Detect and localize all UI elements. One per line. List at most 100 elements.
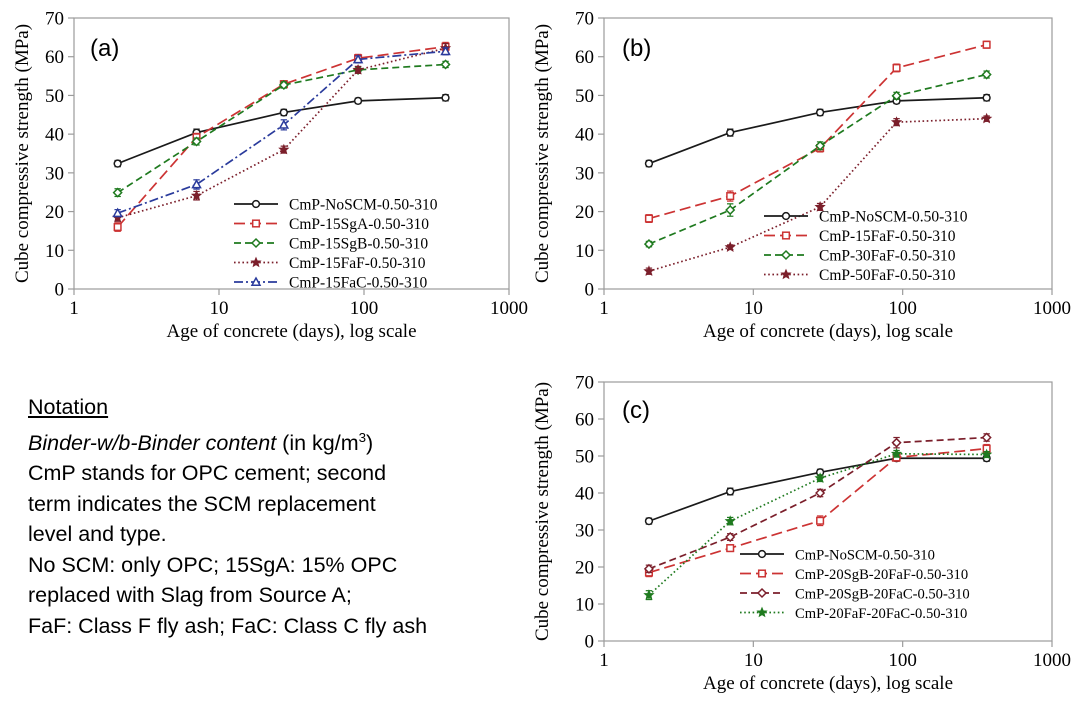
y-tick-label: 50: [575, 447, 594, 468]
y-tick-label: 10: [45, 241, 64, 262]
x-axis-title: Age of concrete (days), log scale: [703, 673, 953, 694]
chart-legend: CmP-NoSCM-0.50-310 CmP-15FaF-0.50-310 CmP-…: [764, 209, 968, 284]
legend-label: CmP-NoSCM-0.50-310: [819, 209, 968, 226]
y-tick-label: 0: [585, 632, 595, 653]
notation-line-4: level and type.: [28, 522, 167, 547]
notation-line-5: No SCM: only OPC; 15SgA: 15% OPC: [28, 552, 398, 577]
x-tick-label: 100: [888, 298, 917, 319]
y-tick-label: 40: [45, 125, 64, 146]
panel-tag: (a): [90, 35, 119, 62]
y-tick-label: 30: [45, 163, 64, 184]
legend-label: CmP-NoSCM-0.50-310: [289, 197, 438, 214]
legend-item[interactable]: CmP-NoSCM-0.50-310: [764, 209, 968, 226]
notation-binder-term: Binder-w/b-Binder content: [28, 430, 277, 455]
notation-unit-exponent: 3: [358, 429, 367, 445]
legend-label: CmP-30FaF-0.50-310: [819, 248, 956, 265]
y-axis-title: Cube compressive strength (MPa): [532, 382, 553, 641]
legend-label: CmP-15FaF-0.50-310: [819, 228, 956, 245]
x-tick-label: 1: [599, 298, 609, 319]
chart-legend: CmP-NoSCM-0.50-310 CmP-15SgA-0.50-310 CmP-…: [234, 197, 438, 292]
legend-label: CmP-50FaF-0.50-310: [819, 267, 956, 284]
legend-item[interactable]: CmP-30FaF-0.50-310: [764, 248, 956, 265]
legend-item[interactable]: CmP-20FaF-20FaC-0.50-310: [740, 606, 967, 622]
data-series: [643, 447, 993, 601]
x-tick-label: 1000: [490, 298, 528, 319]
notation-line-7: FaF: Class F fly ash; FaC: Class C fly a…: [28, 613, 428, 638]
data-series: [113, 93, 450, 168]
notation-unit-close: ): [366, 430, 374, 455]
data-series: [112, 42, 452, 223]
data-series: [643, 112, 993, 276]
y-tick-label: 60: [45, 47, 64, 68]
legend-item[interactable]: CmP-50FaF-0.50-310: [764, 267, 956, 284]
notation-line-1: Binder-w/b-Binder content (in kg/m3): [28, 423, 498, 459]
y-tick-label: 20: [575, 558, 594, 579]
notation-title: Notation: [28, 395, 109, 419]
y-tick-label: 70: [575, 373, 594, 394]
x-tick-label: 1000: [1033, 650, 1071, 671]
data-series: [112, 59, 451, 198]
y-tick-label: 10: [575, 241, 594, 262]
y-tick-label: 70: [575, 9, 594, 30]
y-tick-label: 40: [575, 125, 594, 146]
legend-label: CmP-15FaC-0.50-310: [289, 275, 427, 292]
notation-line-3: term indicates the SCM replacement: [28, 491, 376, 516]
data-series: [112, 45, 451, 218]
legend-item[interactable]: CmP-15FaC-0.50-310: [234, 275, 427, 292]
legend-item[interactable]: CmP-15SgA-0.50-310: [234, 216, 429, 233]
x-tick-label: 10: [210, 298, 229, 319]
x-axis-title: Age of concrete (days), log scale: [703, 321, 953, 342]
y-tick-label: 70: [45, 9, 64, 30]
y-tick-label: 30: [575, 163, 594, 184]
y-tick-label: 30: [575, 521, 594, 542]
legend-item[interactable]: CmP-NoSCM-0.50-310: [740, 548, 935, 564]
x-tick-label: 10: [744, 650, 763, 671]
legend-item[interactable]: CmP-20SgB-20FaC-0.50-310: [740, 587, 970, 603]
notation-block: Notation Binder-w/b-Binder content (in k…: [28, 392, 498, 641]
y-tick-label: 50: [575, 86, 594, 107]
legend-label: CmP-20FaF-20FaC-0.50-310: [795, 606, 967, 622]
legend-label: CmP-20SgB-20FaF-0.50-310: [795, 567, 968, 583]
panel-tag: (c): [622, 397, 650, 424]
x-tick-label: 1000: [1033, 298, 1071, 319]
x-tick-label: 10: [744, 298, 763, 319]
legend-label: CmP-NoSCM-0.50-310: [795, 548, 935, 564]
x-tick-label: 100: [888, 650, 917, 671]
y-axis-title: Cube compressive strength (MPa): [12, 24, 33, 283]
notation-line-6: replaced with Slag from Source A;: [28, 583, 352, 608]
chart-legend: CmP-NoSCM-0.50-310 CmP-20SgB-20FaF-0.50-3…: [740, 548, 970, 622]
x-tick-label: 1: [599, 650, 609, 671]
legend-item[interactable]: CmP-15FaF-0.50-310: [764, 228, 956, 245]
y-tick-label: 40: [575, 484, 594, 505]
y-tick-label: 20: [575, 202, 594, 223]
y-tick-label: 60: [575, 410, 594, 431]
x-tick-label: 100: [350, 298, 379, 319]
legend-item[interactable]: CmP-NoSCM-0.50-310: [234, 197, 438, 214]
chart-panel-c: 0 10 20 30 40 50 60 70 1 10 100 1000 Age of concrete…: [522, 372, 1071, 707]
legend-label: CmP-15SgA-0.50-310: [289, 216, 429, 233]
y-axis-title: Cube compressive strength (MPa): [532, 24, 553, 283]
panel-tag: (b): [622, 35, 651, 62]
y-tick-label: 10: [575, 595, 594, 616]
y-tick-label: 0: [585, 280, 595, 301]
y-tick-label: 60: [575, 47, 594, 68]
notation-line-2: CmP stands for OPC cement; second: [28, 461, 387, 486]
data-series: [644, 40, 991, 224]
data-series: [644, 93, 991, 168]
x-tick-label: 1: [69, 298, 79, 319]
y-tick-label: 50: [45, 86, 64, 107]
y-tick-label: 0: [55, 280, 65, 301]
chart-panel-a: 0 10 20 30 40 50 60 70 1 10 100 1000 Age of concrete…: [8, 4, 528, 359]
x-axis-title: Age of concrete (days), log scale: [166, 321, 416, 342]
data-series: [643, 432, 992, 574]
legend-item[interactable]: CmP-20SgB-20FaF-0.50-310: [740, 567, 968, 583]
chart-panel-b: 0 10 20 30 40 50 60 70 1 10 100 1000 Age of concrete…: [522, 4, 1071, 359]
notation-unit-text: (in kg/m: [276, 430, 359, 455]
legend-item[interactable]: CmP-15SgB-0.50-310: [234, 236, 428, 253]
legend-label: CmP-20SgB-20FaC-0.50-310: [795, 587, 970, 603]
data-series: [643, 69, 992, 250]
legend-item[interactable]: CmP-15FaF-0.50-310: [234, 255, 426, 272]
y-tick-label: 20: [45, 202, 64, 223]
legend-label: CmP-15FaF-0.50-310: [289, 255, 426, 272]
legend-label: CmP-15SgB-0.50-310: [289, 236, 428, 253]
